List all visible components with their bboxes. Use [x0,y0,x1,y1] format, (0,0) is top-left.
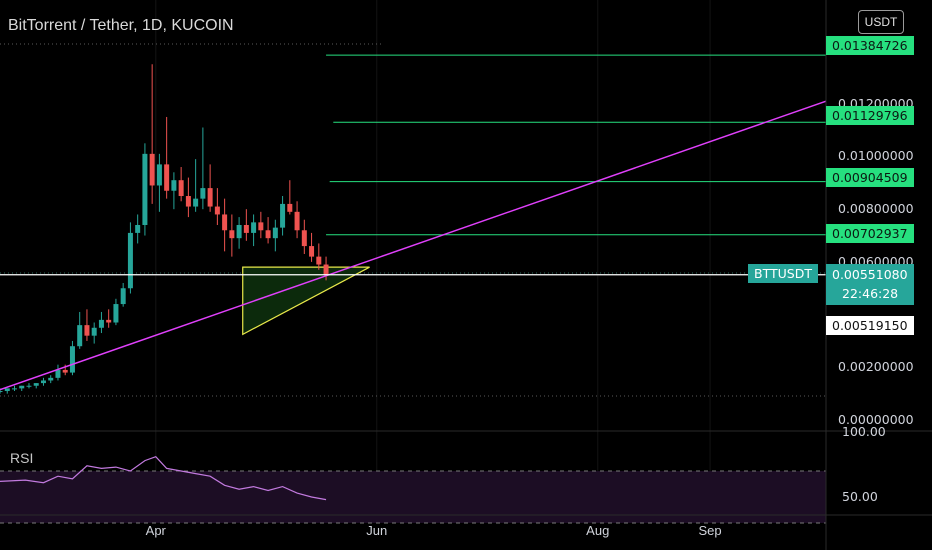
candle-body-36 [258,222,264,231]
candle-body-28 [200,188,206,199]
chart-title: BitTorrent / Tether, 1D, KUCOIN [8,17,234,34]
candle-body-45 [323,264,329,276]
triangle-pattern[interactable] [242,266,370,336]
candle-body-9 [62,369,68,373]
candle-body-26 [185,196,191,207]
last-price-value: 0.00551080 [832,267,908,282]
candle-body-43 [309,246,315,257]
candle-body-13 [91,327,97,336]
time-tick-label: Jun [366,523,388,538]
price-tick-label: 0.00000000 [838,412,914,427]
candle-body-34 [243,225,249,233]
rsi-tick-label: 50.00 [842,489,878,504]
level-tag-4: 0.00702937 [826,224,914,243]
level-tag-2: 0.01129796 [826,106,914,125]
candle-body-14 [98,319,104,328]
candle-body-38 [272,227,278,239]
candle-body-8 [55,369,61,378]
candle-body-31 [222,214,228,231]
dotted-guide-lines [0,43,826,397]
price-tick-label: 0.01000000 [838,148,914,164]
rsi-tick-label: 100.00 [842,424,886,439]
last-price-tag: 0.00551080 22:46:28 [826,264,914,305]
candle-body-6 [40,380,46,384]
symbol-tag: BTTUSDT [748,264,818,283]
candle-body-22 [156,164,162,186]
candle-body-0 [0,391,3,393]
candle-body-11 [77,325,83,347]
candle-body-30 [214,206,220,215]
candle-body-18 [127,232,133,289]
candle-body-16 [113,304,119,323]
currency-selector[interactable]: USDT [858,10,904,34]
candle-body-21 [149,153,155,186]
candle-body-39 [280,203,286,228]
candle-body-35 [251,222,257,233]
time-tick-label: Apr [145,523,166,538]
bar-countdown: 22:46:28 [842,286,899,301]
magenta-trendline[interactable] [0,100,827,391]
candle-body-42 [301,230,307,247]
candle-body-17 [120,288,126,305]
candle-body-7 [48,377,54,381]
candlestick-series [0,64,329,394]
time-tick-label: Sep [698,523,722,538]
rsi-band-fill [0,471,826,523]
candle-body-23 [164,164,170,191]
horizontal-level-lines[interactable] [326,54,826,236]
candle-body-27 [193,198,199,207]
candle-body-12 [84,325,90,336]
candle-body-32 [229,230,235,239]
candle-body-10 [69,346,75,373]
candle-body-20 [142,153,148,225]
level-tag-1: 0.01384726 [826,36,914,55]
candle-body-1 [4,388,10,392]
candle-body-37 [265,230,271,239]
candle-body-3 [19,385,25,389]
time-tick-label: Aug [586,523,610,538]
candle-body-4 [26,385,32,387]
rsi-indicator-label[interactable]: RSI [10,450,34,466]
rsi-band-lines [0,470,826,524]
candle-body-33 [236,225,242,239]
candle-body-41 [294,211,300,231]
candle-body-15 [106,319,112,323]
candle-body-25 [178,180,184,197]
candle-body-5 [33,383,39,386]
candle-body-24 [171,180,177,191]
level-tag-3: 0.00904509 [826,168,914,187]
candle-body-40 [287,203,293,212]
price-tick-label: 0.00200000 [838,359,914,375]
price-tick-label: 0.00800000 [838,201,914,217]
chart-grid [155,0,711,515]
rsi-line [0,456,327,501]
candle-body-29 [207,188,213,207]
candle-body-19 [135,225,141,233]
candle-body-2 [11,388,17,390]
marker-price-tag: 0.00519150 [826,316,914,335]
candle-body-44 [316,256,322,265]
